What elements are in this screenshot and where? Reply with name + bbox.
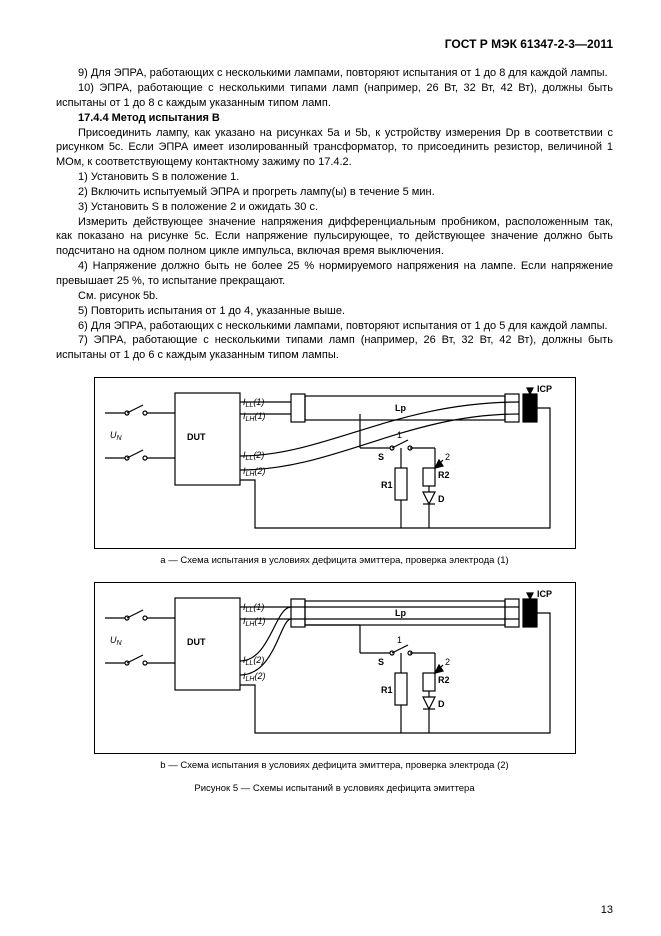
label-1-b: 1 — [397, 635, 402, 645]
label-ilh2: ILH(2) — [243, 466, 265, 478]
label-ilh1: ILH(1) — [243, 411, 265, 423]
label-icp-b: ICP — [537, 589, 552, 599]
label-ilh1-b: ILH(1) — [243, 616, 265, 628]
figure-5a-caption: a — Схема испытания в условиях дефицита … — [56, 555, 613, 568]
heading-17-4-4: 17.4.4 Метод испытания B — [56, 111, 613, 126]
para-b6: 6) Для ЭПРА, работающих с несколькими ла… — [56, 319, 613, 334]
label-1: 1 — [397, 430, 402, 440]
page-number: 13 — [601, 903, 613, 918]
figure-5b-caption: b — Схема испытания в условиях дефицита … — [56, 760, 613, 773]
page: ГОСТ Р МЭК 61347-2-3—2011 9) Для ЭПРА, р… — [0, 0, 661, 936]
label-r2: R2 — [438, 470, 450, 480]
label-s: S — [378, 452, 384, 462]
para-b-intro: Присоединить лампу, как указано на рисун… — [56, 126, 613, 171]
para-b5: 5) Повторить испытания от 1 до 4, указан… — [56, 304, 613, 319]
label-icp: ICP — [537, 384, 552, 394]
para-b2: 2) Включить испытуемый ЭПРА и прогреть л… — [56, 185, 613, 200]
label-r2-b: R2 — [438, 675, 450, 685]
label-ill2: ILL(2) — [243, 450, 264, 462]
label-lp: Lp — [395, 403, 406, 413]
label-r1-b: R1 — [381, 685, 393, 695]
para-10: 10) ЭПРА, работающие с несколькими типам… — [56, 81, 613, 111]
label-d: D — [438, 494, 445, 504]
label-2-b: 2 — [445, 657, 450, 667]
para-b4: 4) Напряжение должно быть не более 25 % … — [56, 259, 613, 289]
para-b1: 1) Установить S в положение 1. — [56, 170, 613, 185]
para-b-meas: Измерить действующее значение напряжения… — [56, 215, 613, 260]
label-dut: DUT — [187, 432, 206, 442]
label-dut-b: DUT — [187, 637, 206, 647]
label-ill1: ILL(1) — [243, 397, 264, 409]
label-ilh2-b: ILH(2) — [243, 671, 265, 683]
label-ill2-b: ILL(2) — [243, 655, 264, 667]
label-d-b: D — [438, 699, 445, 709]
para-b3: 3) Установить S в положение 2 и ожидать … — [56, 200, 613, 215]
para-9: 9) Для ЭПРА, работающих с несколькими ла… — [56, 66, 613, 81]
label-s-b: S — [378, 657, 384, 667]
para-b-see: См. рисунок 5b. — [56, 289, 613, 304]
figure-5-title: Рисунок 5 — Схемы испытаний в условиях д… — [56, 783, 613, 796]
figure-5a: UN ILL(1) ILH(1) DUT ILL(2) ILH(2) Lp S … — [94, 377, 576, 549]
figure-5b: UN ILL(1) ILH(1) DUT ILL(2) ILH(2) Lp S … — [94, 582, 576, 754]
para-b7: 7) ЭПРА, работающие с несколькими типами… — [56, 333, 613, 363]
doc-id: ГОСТ Р МЭК 61347-2-3—2011 — [56, 36, 613, 52]
label-un: UN — [110, 430, 123, 442]
label-un-b: UN — [110, 635, 123, 647]
label-lp-b: Lp — [395, 608, 406, 618]
label-2: 2 — [445, 452, 450, 462]
label-ill1-b: ILL(1) — [243, 602, 264, 614]
label-r1: R1 — [381, 480, 393, 490]
